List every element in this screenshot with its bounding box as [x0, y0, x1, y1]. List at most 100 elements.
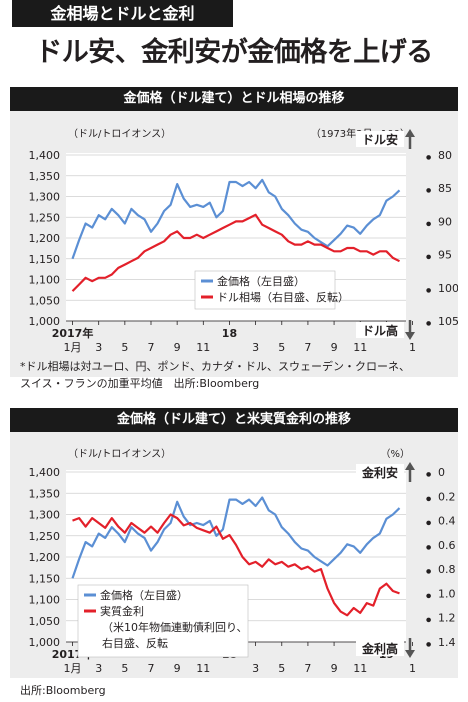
y-right-tick-dot: ● — [426, 617, 431, 624]
arrow-bottom-label-bg — [356, 640, 404, 656]
arrow-top-label-bg — [356, 464, 404, 480]
arrow-down-head — [405, 650, 415, 658]
y-right-tick-dot: ● — [426, 495, 431, 502]
y-right-tick-dot: ● — [426, 254, 431, 261]
x-tick-label: 3 — [95, 341, 102, 354]
y-left-tick-label: 1,100 — [29, 594, 61, 607]
x-tick-label: 9 — [331, 341, 338, 354]
headline: ドル安、金利安が金価格を上げる — [35, 37, 433, 68]
x-tick-label: 7 — [304, 662, 311, 675]
x-tick-label: 1 — [409, 341, 416, 354]
y-right-tick-label: 0 — [438, 466, 445, 479]
footnote-line-2: スイス・フランの加重平均値 出所:Bloomberg — [20, 377, 260, 390]
x-tick-label: 1 — [409, 662, 416, 675]
arrow-top-label: 金利安 — [361, 465, 398, 480]
y-right-tick-label: 105 — [438, 315, 458, 328]
y-right-tick-label: 1.4 — [438, 636, 456, 649]
y-right-tick-dot: ● — [426, 520, 431, 527]
y-right-tick-dot: ● — [426, 641, 431, 648]
y-right-tick-label: 1.0 — [438, 587, 456, 600]
y-right-tick-label: 95 — [438, 249, 452, 262]
y-right-unit-label: （%） — [380, 448, 410, 460]
x-tick-label: 7 — [148, 341, 155, 354]
y-left-tick-label: 1,300 — [29, 509, 61, 522]
y-left-unit-label: （ドル/トロイオンス） — [68, 448, 171, 460]
x-tick-label: 11 — [196, 662, 210, 675]
legend-label: 右目盛、反転 — [102, 636, 168, 650]
y-left-tick-label: 1,300 — [29, 191, 61, 204]
x-tick-label: 11 — [353, 662, 367, 675]
y-right-tick-label: 100 — [438, 282, 458, 295]
y-left-tick-label: 1,350 — [29, 170, 61, 183]
legend-label: （米10年物価連動債利回り、 — [102, 620, 248, 634]
chart-svg-1: 1,400 1,350 1,300 1,250 1,200 1,150 1,100 1,050… — [29, 127, 459, 354]
y-right-tick-dot: ● — [426, 220, 431, 227]
x-tick-label: 5 — [121, 662, 128, 675]
y-right-tick-label: 85 — [438, 182, 452, 195]
legend-label: 金価格（左目盛） — [100, 588, 188, 602]
x-tick-label: 11 — [196, 341, 210, 354]
y-left-unit-label: （ドル/トロイオンス） — [68, 128, 171, 140]
legend-box — [194, 270, 336, 310]
x-tick-label: 7 — [304, 341, 311, 354]
x-tick-label: 9 — [331, 662, 338, 675]
x-tick-label: 3 — [252, 662, 259, 675]
y-left-tick-label: 1,200 — [29, 232, 61, 245]
y-right-tick-label: 0.4 — [438, 515, 456, 528]
y-left-tick-label: 1,400 — [29, 149, 61, 162]
legend-label: 金価格（左目盛） — [217, 274, 305, 288]
arrow-up-head — [405, 129, 415, 137]
x-tick-label: 9 — [174, 662, 181, 675]
x-tick-label: 5 — [278, 662, 285, 675]
series-line — [71, 496, 401, 579]
x-tick-label: 5 — [121, 341, 128, 354]
section-tag: 金相場とドルと金利 — [12, 0, 233, 27]
series-line — [71, 178, 401, 260]
x-tick-label: 9 — [174, 341, 181, 354]
chart-panel-1: 金価格（ドル建て）とドル相場の推移 1,400 1,350 1,300 1,250 1,… — [10, 87, 458, 377]
arrow-up-head — [405, 462, 415, 470]
y-left-tick-label: 1,150 — [29, 572, 61, 585]
legend-box — [77, 584, 249, 658]
y-right-tick-label: 1.2 — [438, 612, 456, 625]
series-line — [72, 513, 400, 617]
arrow-bottom-label: 金利高 — [361, 641, 398, 656]
series-line — [71, 213, 400, 292]
y-left-tick-label: 1,000 — [29, 315, 61, 328]
x-year-label: 18 — [222, 327, 237, 340]
y-left-tick-label: 1,350 — [29, 487, 61, 500]
arrow-bottom-label: ドル高 — [362, 323, 398, 338]
chart-panel-2: 金価格（ドル建て）と米実質金利の推移 1,400 1,350 1,300 1,250 1… — [10, 408, 458, 678]
y-left-tick-label: 1,000 — [29, 636, 61, 649]
y-right-tick-dot: ● — [426, 544, 431, 551]
x-tick-label: 5 — [278, 341, 285, 354]
y-right-tick-dot: ● — [426, 471, 431, 478]
y-right-tick-dot: ● — [426, 154, 431, 161]
x-tick-label: 3 — [252, 341, 259, 354]
y-left-tick-label: 1,400 — [29, 466, 61, 479]
x-tick-label: 1月 — [64, 662, 82, 675]
arrow-down-head — [405, 332, 415, 340]
footnote-line-1: *ドル相場は対ユーロ、円、ポンド、カナダ・ドル、スウェーデン・クローネ、 — [20, 360, 411, 373]
y-left-tick-label: 1,150 — [29, 253, 61, 266]
x-tick-label: 1月 — [64, 341, 82, 354]
y-left-tick-label: 1,200 — [29, 551, 61, 564]
y-right-tick-label: 0.2 — [438, 490, 456, 503]
x-tick-label: 11 — [353, 341, 367, 354]
y-left-tick-label: 1,250 — [29, 530, 61, 543]
y-left-tick-label: 1,050 — [29, 294, 61, 307]
y-right-tick-label: 80 — [438, 149, 452, 162]
y-left-tick-label: 1,250 — [29, 211, 61, 224]
y-right-tick-dot: ● — [426, 287, 431, 294]
arrow-top-label: ドル安 — [362, 132, 398, 147]
y-right-tick-label: 0.8 — [438, 563, 456, 576]
y-right-tick-label: 0.6 — [438, 539, 456, 552]
arrow-top-label-bg — [356, 131, 404, 147]
x-tick-label: 7 — [148, 662, 155, 675]
chart-title-2: 金価格（ドル建て）と米実質金利の推移 — [10, 408, 458, 432]
arrow-bottom-label-bg — [356, 322, 404, 338]
y-right-tick-dot: ● — [426, 592, 431, 599]
chart-title-1: 金価格（ドル建て）とドル相場の推移 — [10, 87, 458, 111]
chart-svg-2: 1,400 1,350 1,300 1,250 1,200 1,150 1,100 1,050… — [29, 448, 456, 675]
y-left-tick-label: 1,050 — [29, 615, 61, 628]
